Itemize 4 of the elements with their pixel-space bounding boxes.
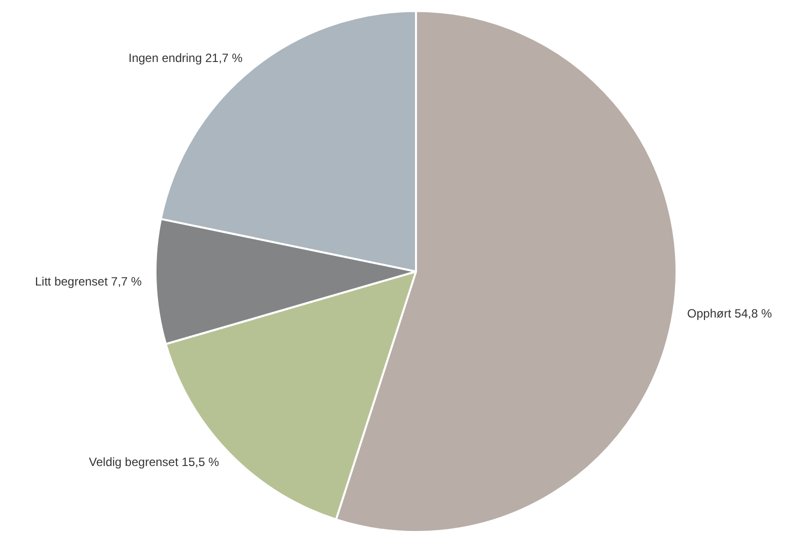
slice-label: Ingen endring 21,7 % bbox=[128, 51, 243, 66]
slice-label: Litt begrenset 7,7 % bbox=[34, 274, 142, 289]
slice-label: Opphørt 54,8 % bbox=[687, 306, 772, 320]
slice-label: Veldig begrenset 15,5 % bbox=[88, 454, 220, 469]
